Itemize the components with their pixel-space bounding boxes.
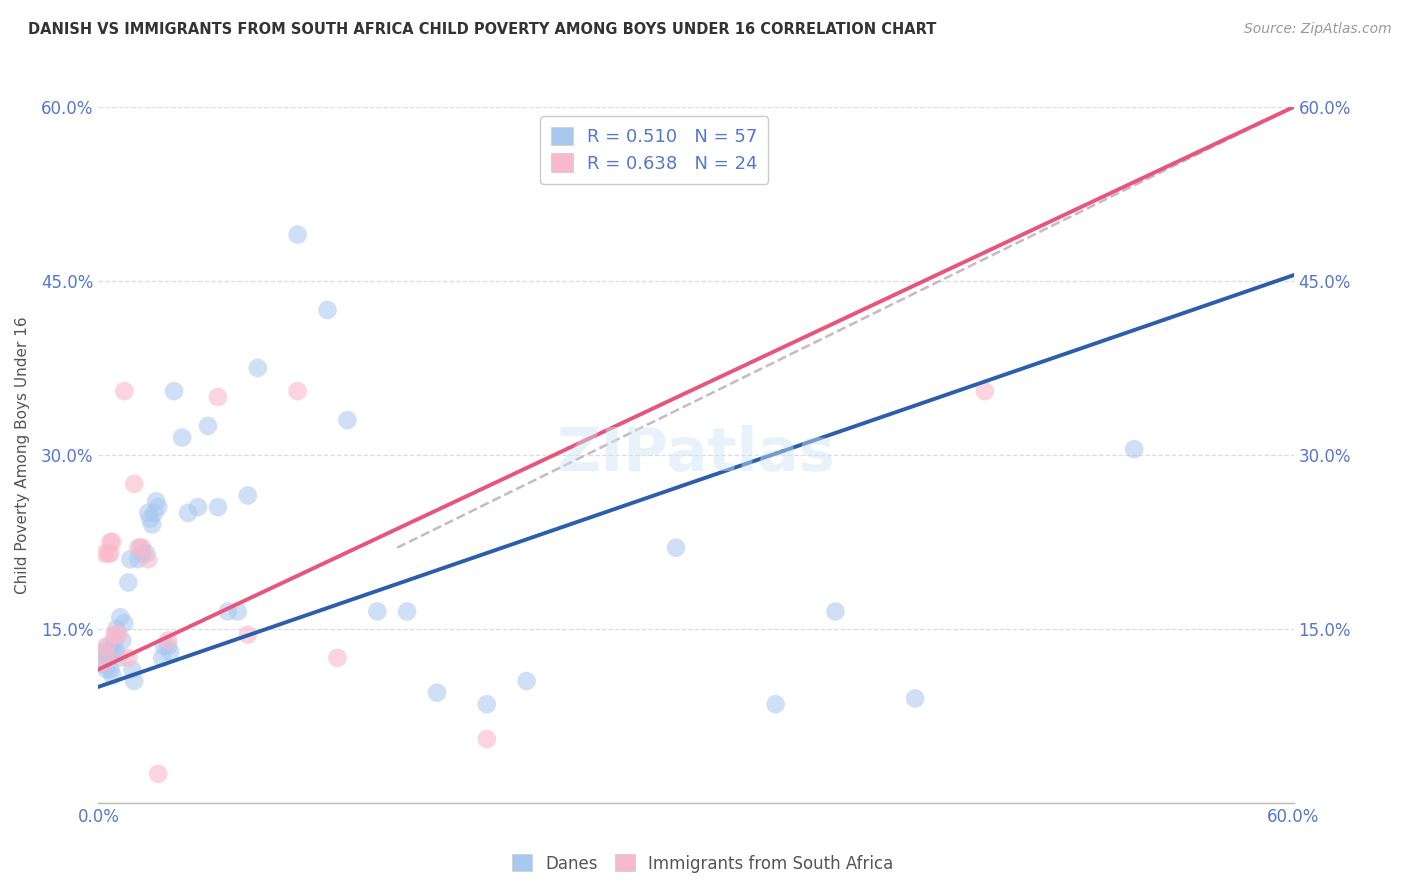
Point xyxy=(426,685,449,699)
Point xyxy=(112,384,135,398)
Point xyxy=(117,575,139,590)
Point xyxy=(96,651,118,665)
Point xyxy=(824,605,846,619)
Point xyxy=(103,633,125,648)
Point xyxy=(246,360,269,375)
Point xyxy=(120,552,142,566)
Text: Source: ZipAtlas.com: Source: ZipAtlas.com xyxy=(1244,22,1392,37)
Point xyxy=(1123,442,1146,456)
Point xyxy=(336,413,359,427)
Point xyxy=(100,546,122,561)
Point xyxy=(148,766,170,781)
Point xyxy=(105,645,128,659)
Point xyxy=(103,628,125,642)
Point xyxy=(107,651,129,665)
Point xyxy=(96,662,118,676)
Point xyxy=(973,384,995,398)
Point xyxy=(93,546,115,561)
Point xyxy=(124,476,146,491)
Point xyxy=(131,546,153,561)
Point xyxy=(136,506,159,520)
Point xyxy=(105,628,128,642)
Point xyxy=(136,552,159,566)
Text: ZIPatlas: ZIPatlas xyxy=(557,425,835,484)
Point xyxy=(101,645,124,659)
Point xyxy=(124,674,146,689)
Point xyxy=(163,384,186,398)
Point xyxy=(131,541,153,555)
Point xyxy=(207,390,229,404)
Legend: Danes, Immigrants from South Africa: Danes, Immigrants from South Africa xyxy=(506,847,900,880)
Point xyxy=(157,633,180,648)
Point xyxy=(101,668,124,682)
Point xyxy=(97,639,120,653)
Point xyxy=(172,430,194,444)
Point xyxy=(100,534,122,549)
Point xyxy=(148,500,170,514)
Point xyxy=(91,651,114,665)
Point xyxy=(197,418,219,433)
Legend: R = 0.510   N = 57, R = 0.638   N = 24: R = 0.510 N = 57, R = 0.638 N = 24 xyxy=(540,116,768,184)
Point xyxy=(129,541,152,555)
Point xyxy=(111,633,134,648)
Text: DANISH VS IMMIGRANTS FROM SOUTH AFRICA CHILD POVERTY AMONG BOYS UNDER 16 CORRELA: DANISH VS IMMIGRANTS FROM SOUTH AFRICA C… xyxy=(28,22,936,37)
Point xyxy=(96,639,118,653)
Point xyxy=(904,691,927,706)
Point xyxy=(93,645,115,659)
Point xyxy=(127,552,149,566)
Point xyxy=(516,674,538,689)
Point xyxy=(100,662,122,676)
Point xyxy=(765,698,787,712)
Point xyxy=(139,511,162,525)
Point xyxy=(91,657,114,671)
Y-axis label: Child Poverty Among Boys Under 16: Child Poverty Among Boys Under 16 xyxy=(15,316,30,594)
Point xyxy=(316,302,339,317)
Point xyxy=(396,605,419,619)
Point xyxy=(143,506,166,520)
Point xyxy=(159,645,181,659)
Point xyxy=(665,541,688,555)
Point xyxy=(187,500,209,514)
Point xyxy=(135,546,157,561)
Point xyxy=(217,605,239,619)
Point xyxy=(127,541,149,555)
Point xyxy=(157,639,180,653)
Point xyxy=(236,628,259,642)
Point xyxy=(105,622,128,636)
Point xyxy=(475,731,498,746)
Point xyxy=(145,494,167,508)
Point xyxy=(153,639,176,653)
Point xyxy=(287,384,309,398)
Point xyxy=(207,500,229,514)
Point xyxy=(117,651,139,665)
Point xyxy=(141,517,163,532)
Point xyxy=(101,534,124,549)
Point xyxy=(121,662,143,676)
Point xyxy=(366,605,388,619)
Point xyxy=(236,489,259,503)
Point xyxy=(287,227,309,242)
Point xyxy=(226,605,249,619)
Point xyxy=(177,506,200,520)
Point xyxy=(326,651,349,665)
Point xyxy=(107,628,129,642)
Point xyxy=(110,610,132,624)
Point xyxy=(112,615,135,630)
Point xyxy=(97,546,120,561)
Point xyxy=(97,645,120,659)
Point xyxy=(475,698,498,712)
Point xyxy=(150,651,173,665)
